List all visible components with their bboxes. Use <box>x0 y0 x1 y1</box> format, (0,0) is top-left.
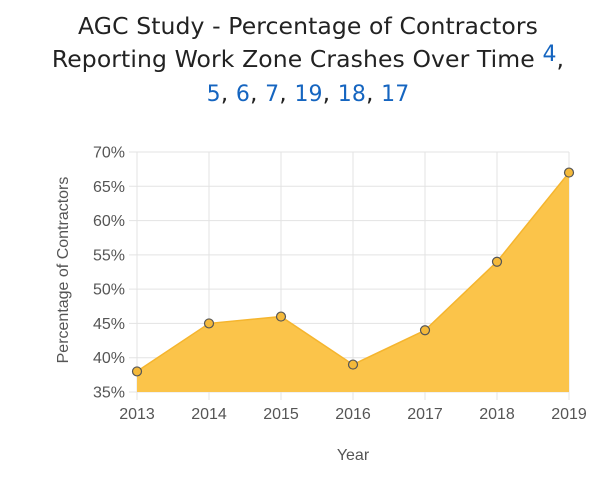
y-tick-label: 35% <box>93 385 125 402</box>
data-point-2018[interactable] <box>491 256 503 267</box>
y-tick-label: 60% <box>93 213 125 230</box>
x-axis-ticks: 2013 2014 2015 2016 2017 2018 2019 <box>119 406 587 423</box>
x-tick-label: 2013 <box>119 406 155 423</box>
data-points <box>131 167 575 377</box>
y-tick-label: 55% <box>93 247 125 264</box>
x-tick-label: 2017 <box>407 406 443 423</box>
y-axis-title: Percentage of Contractors <box>55 177 72 364</box>
chart-title-line-3: 5, 6, 7, 19, 18, 17 <box>0 77 616 111</box>
title-text-line-1: AGC Study - Percentage of Contractors <box>78 12 538 40</box>
citation-separator: , <box>250 79 258 107</box>
x-tick-label: 2015 <box>263 406 299 423</box>
citation-separator: , <box>220 79 229 107</box>
citation-link-19[interactable]: 19 <box>294 82 323 107</box>
citation-link-18[interactable]: 18 <box>337 82 366 107</box>
data-point-2016[interactable] <box>347 359 359 370</box>
citation-link-5[interactable]: 5 <box>206 82 221 107</box>
y-tick-label: 45% <box>93 316 125 333</box>
y-tick-label: 50% <box>93 282 125 299</box>
chart-title: AGC Study - Percentage of Contractors Re… <box>0 10 616 111</box>
data-point-2015[interactable] <box>275 311 287 322</box>
x-tick-label: 2019 <box>551 406 587 423</box>
area-fill <box>137 172 569 392</box>
x-axis-title: Year <box>337 447 370 464</box>
data-point-2013[interactable] <box>131 366 143 377</box>
citation-link-7[interactable]: 7 <box>265 82 280 107</box>
citation-separator: , <box>279 79 287 107</box>
y-tick-label: 65% <box>93 179 125 196</box>
chart-title-line-1: AGC Study - Percentage of Contractors <box>0 10 616 43</box>
citation-separator: , <box>556 45 565 73</box>
y-tick-label: 40% <box>93 350 125 367</box>
x-tick-label: 2014 <box>191 406 227 423</box>
data-point-2014[interactable] <box>203 318 215 329</box>
data-point-2019[interactable] <box>563 167 575 178</box>
citation-separator: , <box>322 79 331 107</box>
chart-title-line-2: Reporting Work Zone Crashes Over Time 4, <box>0 42 616 77</box>
citation-separator: , <box>366 79 374 107</box>
y-axis-ticks: 35% 40% 45% 50% 55% 60% 65% 70% <box>93 145 125 402</box>
x-tick-label: 2016 <box>335 406 371 423</box>
citation-link-4[interactable]: 4 <box>542 42 557 67</box>
citation-link-6[interactable]: 6 <box>235 82 251 107</box>
x-tick-label: 2018 <box>479 406 515 423</box>
citation-link-17[interactable]: 17 <box>381 82 410 107</box>
title-text-line-2: Reporting Work Zone Crashes Over Time <box>51 45 535 73</box>
y-tick-label: 70% <box>93 145 125 162</box>
data-point-2017[interactable] <box>419 325 431 336</box>
